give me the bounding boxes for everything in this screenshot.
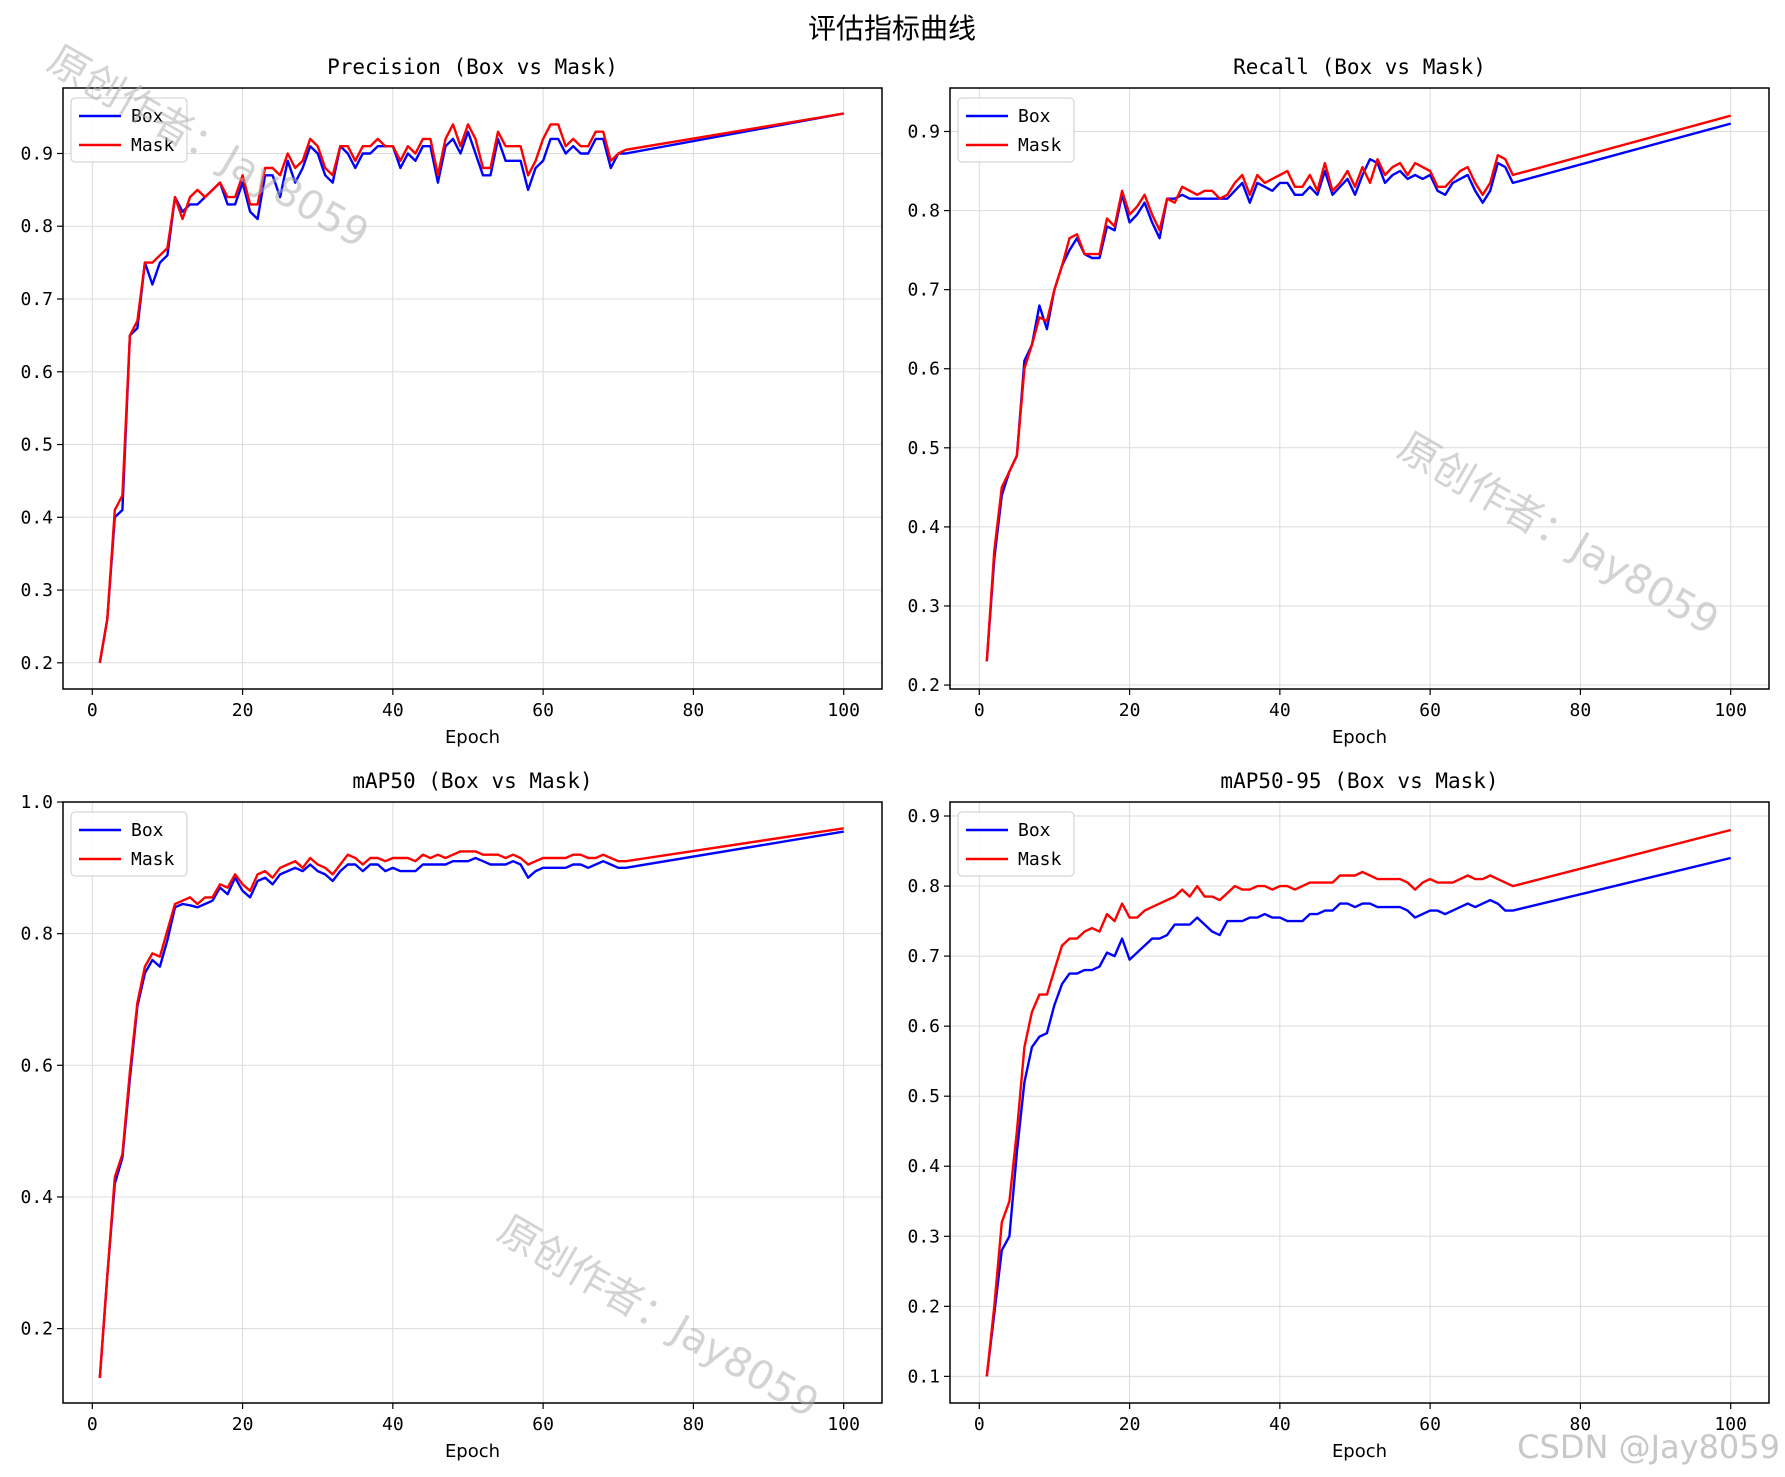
y-tick-label: 0.5 xyxy=(907,438,940,459)
y-tick-label: 0.8 xyxy=(907,876,940,897)
legend: Box Mask xyxy=(957,811,1075,877)
series-line-box xyxy=(98,112,844,664)
x-axis-label: Epoch xyxy=(445,727,500,748)
y-tick-label: 0.5 xyxy=(907,1086,940,1107)
y-tick-label: 0.9 xyxy=(20,143,53,164)
y-tick-label: 0.7 xyxy=(907,280,940,301)
x-tick-label: 100 xyxy=(1714,700,1747,721)
legend-label-box: Box xyxy=(131,820,164,841)
x-tick-label: 20 xyxy=(232,700,254,721)
y-tick-label: 0.4 xyxy=(20,507,53,528)
series-line-mask xyxy=(985,114,1732,662)
y-tick-label: 0.5 xyxy=(20,435,53,456)
chart-panel: 0 20 40 60 80 100 0.1 0.2 0.3 0.4 0.5 0.6 0.7 0.8 0.9 m… xyxy=(907,769,1770,1462)
x-tick-label: 100 xyxy=(827,700,860,721)
y-tick-label: 1.0 xyxy=(20,792,53,813)
y-tick-label: 0.6 xyxy=(20,362,53,383)
y-tick-label: 0.9 xyxy=(907,121,940,142)
y-tick-label: 0.8 xyxy=(20,924,53,945)
axes-frame xyxy=(62,801,883,1404)
y-tick-label: 0.6 xyxy=(20,1055,53,1076)
chart-title: mAP50 (Box vs Mask) xyxy=(352,769,592,793)
x-tick-label: 40 xyxy=(1269,700,1291,721)
x-tick-label: 60 xyxy=(1419,700,1441,721)
legend-label-mask: Mask xyxy=(1018,135,1062,156)
y-tick-label: 0.6 xyxy=(907,359,940,380)
chart-title: Precision (Box vs Mask) xyxy=(327,55,618,79)
y-tick-label: 0.6 xyxy=(907,1016,940,1037)
x-tick-label: 60 xyxy=(532,1414,554,1435)
y-tick-label: 0.2 xyxy=(20,653,53,674)
x-axis-label: Epoch xyxy=(1332,727,1387,748)
x-tick-label: 60 xyxy=(1419,1414,1441,1435)
y-tick-label: 0.7 xyxy=(20,289,53,310)
chart-panel: 0 20 40 60 80 100 0.2 0.4 0.6 0.8 1.0 mAP50 (Box vs… xyxy=(20,769,883,1462)
x-tick-label: 0 xyxy=(974,1414,985,1435)
x-axis-label: Epoch xyxy=(445,1441,500,1462)
x-tick-label: 40 xyxy=(382,1414,404,1435)
y-tick-label: 0.2 xyxy=(907,1296,940,1317)
y-tick-label: 0.7 xyxy=(907,946,940,967)
plot-area xyxy=(63,88,882,689)
series-line-mask xyxy=(985,828,1731,1377)
x-tick-label: 80 xyxy=(683,700,705,721)
credit-watermark: CSDN @Jay8059 xyxy=(1517,1428,1780,1466)
x-tick-label: 100 xyxy=(1714,1414,1747,1435)
chart-panel: 0 20 40 60 80 100 0.2 0.3 0.4 0.5 0.6 0.7 0.8 0.9 Prec… xyxy=(20,55,883,748)
y-tick-label: 0.8 xyxy=(907,201,940,222)
y-tick-label: 0.8 xyxy=(20,216,53,237)
chart-panel: 0 20 40 60 80 100 0.2 0.3 0.4 0.5 0.6 0.7 0.8 0.9 Reca… xyxy=(907,55,1770,748)
y-tick-label: 0.1 xyxy=(907,1366,940,1387)
subplot-grid: 0 20 40 60 80 100 0.2 0.3 0.4 0.5 0.6 0.7 0.8 0.9 Prec… xyxy=(20,55,1770,1462)
x-tick-label: 0 xyxy=(974,700,985,721)
series-line-mask xyxy=(98,827,844,1379)
x-tick-label: 0 xyxy=(87,700,98,721)
x-axis-label: Epoch xyxy=(1332,1441,1387,1462)
x-tick-label: 20 xyxy=(1119,1414,1141,1435)
y-tick-label: 0.3 xyxy=(907,596,940,617)
series-line-box xyxy=(985,856,1731,1377)
series-line-mask xyxy=(98,112,844,664)
series-line-box xyxy=(985,122,1732,662)
legend-label-box: Box xyxy=(1018,820,1051,841)
legend: Box Mask xyxy=(70,811,188,877)
plot-area xyxy=(63,802,882,1403)
x-tick-label: 80 xyxy=(1570,1414,1592,1435)
y-tick-label: 0.3 xyxy=(907,1226,940,1247)
x-tick-label: 20 xyxy=(1119,700,1141,721)
x-tick-label: 80 xyxy=(1570,700,1592,721)
x-tick-label: 0 xyxy=(87,1414,98,1435)
x-tick-label: 20 xyxy=(232,1414,254,1435)
y-tick-label: 0.3 xyxy=(20,580,53,601)
axes-frame xyxy=(949,801,1770,1404)
x-tick-label: 40 xyxy=(382,700,404,721)
axes-frame xyxy=(62,87,883,690)
axes-frame xyxy=(949,87,1770,690)
plot-area xyxy=(950,88,1769,689)
legend-label-mask: Mask xyxy=(131,135,175,156)
legend: Box Mask xyxy=(957,97,1075,163)
y-tick-label: 0.4 xyxy=(907,1156,940,1177)
y-tick-label: 0.4 xyxy=(20,1187,53,1208)
legend-label-box: Box xyxy=(131,106,164,127)
series-line-box xyxy=(98,830,844,1379)
legend-label-mask: Mask xyxy=(131,849,175,870)
legend-label-box: Box xyxy=(1018,106,1051,127)
legend: Box Mask xyxy=(70,97,188,163)
y-tick-label: 0.9 xyxy=(907,806,940,827)
chart-title: mAP50-95 (Box vs Mask) xyxy=(1220,769,1498,793)
y-tick-label: 0.2 xyxy=(20,1319,53,1340)
y-tick-label: 0.4 xyxy=(907,517,940,538)
x-tick-label: 80 xyxy=(683,1414,705,1435)
x-tick-label: 60 xyxy=(532,700,554,721)
x-tick-label: 40 xyxy=(1269,1414,1291,1435)
y-tick-label: 0.2 xyxy=(907,675,940,696)
chart-title: Recall (Box vs Mask) xyxy=(1233,55,1486,79)
plot-area xyxy=(950,802,1769,1403)
x-tick-label: 100 xyxy=(827,1414,860,1435)
figure-suptitle: 评估指标曲线 xyxy=(808,12,976,45)
legend-label-mask: Mask xyxy=(1018,849,1062,870)
